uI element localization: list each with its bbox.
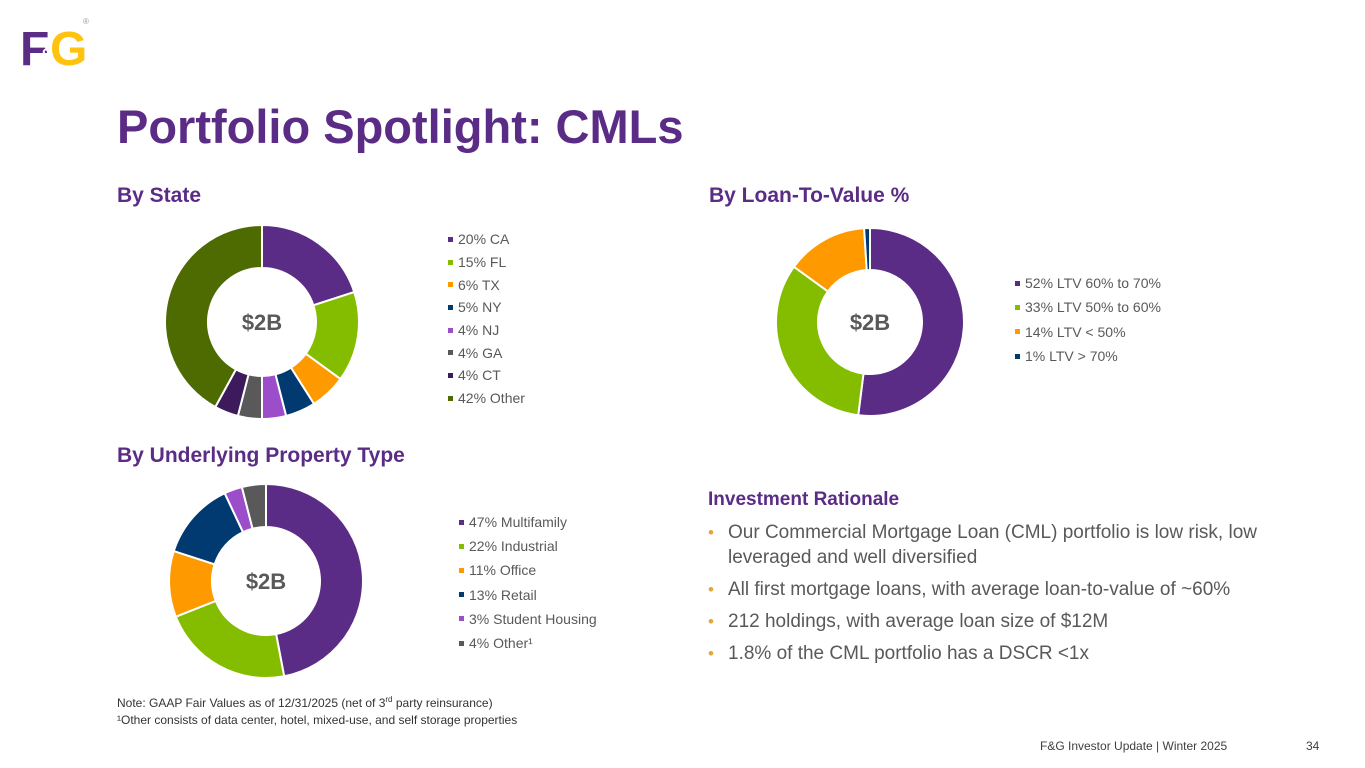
legend-swatch [1015,353,1020,359]
legend-item-ny: 5% NY [448,296,525,319]
bullet-text: Our Commercial Mortgage Loan (CML) portf… [728,522,1257,568]
legend-label: 22% Industrial [469,538,558,555]
donut-slice-other [164,223,263,409]
chart-title-by-state: By State [117,184,202,207]
bullet-text: 1.8% of the CML portfolio has a DSCR <1x [728,643,1089,664]
footnote-other: ¹Other consists of data center, hotel, m… [117,713,518,727]
legend-label: 4% GA [458,344,503,361]
donut-slice-other [240,482,267,530]
chart-title-by-ltv: By Loan-To-Value % [709,184,910,207]
donut-slice-ltv-60-to-70 [857,226,965,417]
legend-label: 33% LTV 50% to 60% [1025,299,1161,316]
legend-item-ga: 4% GA [448,341,525,364]
donut-chart-by-ltv: $2B [775,226,965,417]
legend-label: 42% Other [458,390,525,407]
legend-label: 6% TX [458,276,500,293]
legend-by-property-type: 47% Multifamily 22% Industrial 11% Office 1… [459,510,597,655]
donut-slice-ltv-50-to-60 [775,265,865,417]
legend-swatch [448,372,453,378]
legend-item-ltv-50-to-60: 33% LTV 50% to 60% [1015,295,1161,319]
donut-slice-industrial [174,599,286,679]
legend-label: 14% LTV < 50% [1025,323,1126,340]
page-number: 34 [1306,739,1320,753]
donut-slice-multifamily [265,482,364,678]
legend-label: 13% Retail [469,586,537,603]
legend-item-ltv-70: 1% LTV > 70% [1015,344,1161,368]
legend-item-other: 42% Other [448,387,525,410]
donut-chart-by-state: $2B [164,223,360,421]
chart-title-by-property-type: By Underlying Property Type [117,444,405,467]
legend-swatch [459,519,464,525]
legend-item-industrial: 22% Industrial [459,534,597,558]
legend-item-other: 4% Other¹ [459,631,597,655]
legend-by-ltv: 52% LTV 60% to 70% 33% LTV 50% to 60% 14% … [1015,271,1161,368]
legend-swatch [459,567,464,573]
legend-label: 52% LTV 60% to 70% [1025,275,1161,292]
legend-swatch [448,259,453,265]
legend-item-ltv-50: 14% LTV < 50% [1015,320,1161,344]
legend-label: 47% Multifamily [469,514,568,531]
legend-item-nj: 4% NJ [448,319,525,342]
footer-text: F&G Investor Update | Winter 2025 [1040,739,1228,753]
logo-registered-mark: ® [83,17,89,26]
donut-chart-by-property-type: $2B [168,482,364,679]
legend-swatch [459,616,464,622]
bullet-dot: • [708,644,714,663]
legend-label: 4% CT [458,367,501,384]
legend-label: 1% LTV > 70% [1025,348,1118,365]
legend-item-multifamily: 47% Multifamily [459,510,597,534]
legend-item-ct: 4% CT [448,364,525,387]
rationale-bullet: • All first mortgage loans, with average … [708,577,1278,602]
donut-center-label: $2B [850,310,890,335]
legend-swatch [1015,304,1020,310]
bullet-dot: • [708,580,714,599]
bullet-text: All first mortgage loans, with average l… [728,579,1231,600]
logo-letter-g: G [50,23,87,69]
page-title: Portfolio Spotlight: CMLs [117,100,684,153]
legend-label: 4% NJ [458,322,500,339]
legend-item-retail: 13% Retail [459,583,597,607]
legend-swatch [448,395,453,401]
donut-center-label: $2B [242,310,282,335]
legend-label: 20% CA [458,231,510,248]
bullet-dot: • [708,523,714,542]
rationale-bullet: • Our Commercial Mortgage Loan (CML) port… [708,520,1278,570]
legend-item-ltv-60-to-70: 52% LTV 60% to 70% [1015,271,1161,295]
rationale-bullet: • 212 holdings, with average loan size of… [708,609,1278,634]
fg-logo: G F & ® [20,17,89,69]
legend-label: 5% NY [458,299,502,316]
legend-swatch [1015,280,1020,286]
bullet-text: 212 holdings, with average loan size of … [728,611,1109,632]
legend-label: 15% FL [458,254,507,271]
donut-center-label: $2B [246,569,286,594]
legend-swatch [448,304,453,310]
legend-swatch [1015,329,1020,335]
legend-item-student-housing: 3% Student Housing [459,607,597,631]
footnote-gaap: Note: GAAP Fair Values as of 12/31/2025 … [117,695,493,710]
donut-slice-ca [261,223,356,307]
legend-swatch [459,640,464,646]
legend-swatch [448,282,453,288]
legend-swatch [448,327,453,333]
legend-by-state: 20% CA 15% FL 6% TX 5% NY 4% NJ 4% GA 4% CT 42%… [448,228,525,410]
bullet-dot: • [708,612,714,631]
donut-slice-ltv-70 [863,226,871,272]
logo-ampersand: & [42,42,54,59]
legend-item-tx: 6% TX [448,273,525,296]
legend-label: 3% Student Housing [469,610,597,627]
legend-item-fl: 15% FL [448,251,525,274]
legend-swatch [448,350,453,356]
legend-label: 11% Office [469,562,537,579]
rationale-bullet: • 1.8% of the CML portfolio has a DSCR <1… [708,641,1278,666]
legend-swatch [459,592,464,598]
legend-swatch [448,236,453,242]
investment-rationale-list: • Our Commercial Mortgage Loan (CML) port… [708,520,1278,673]
legend-item-ca: 20% CA [448,228,525,251]
footnotes: Note: GAAP Fair Values as of 12/31/2025 … [117,691,517,729]
legend-label: 4% Other¹ [469,635,533,652]
legend-item-office: 11% Office [459,558,597,582]
logo-letter-f: F [20,23,49,69]
investment-rationale-title: Investment Rationale [708,489,900,510]
legend-swatch [459,543,464,549]
